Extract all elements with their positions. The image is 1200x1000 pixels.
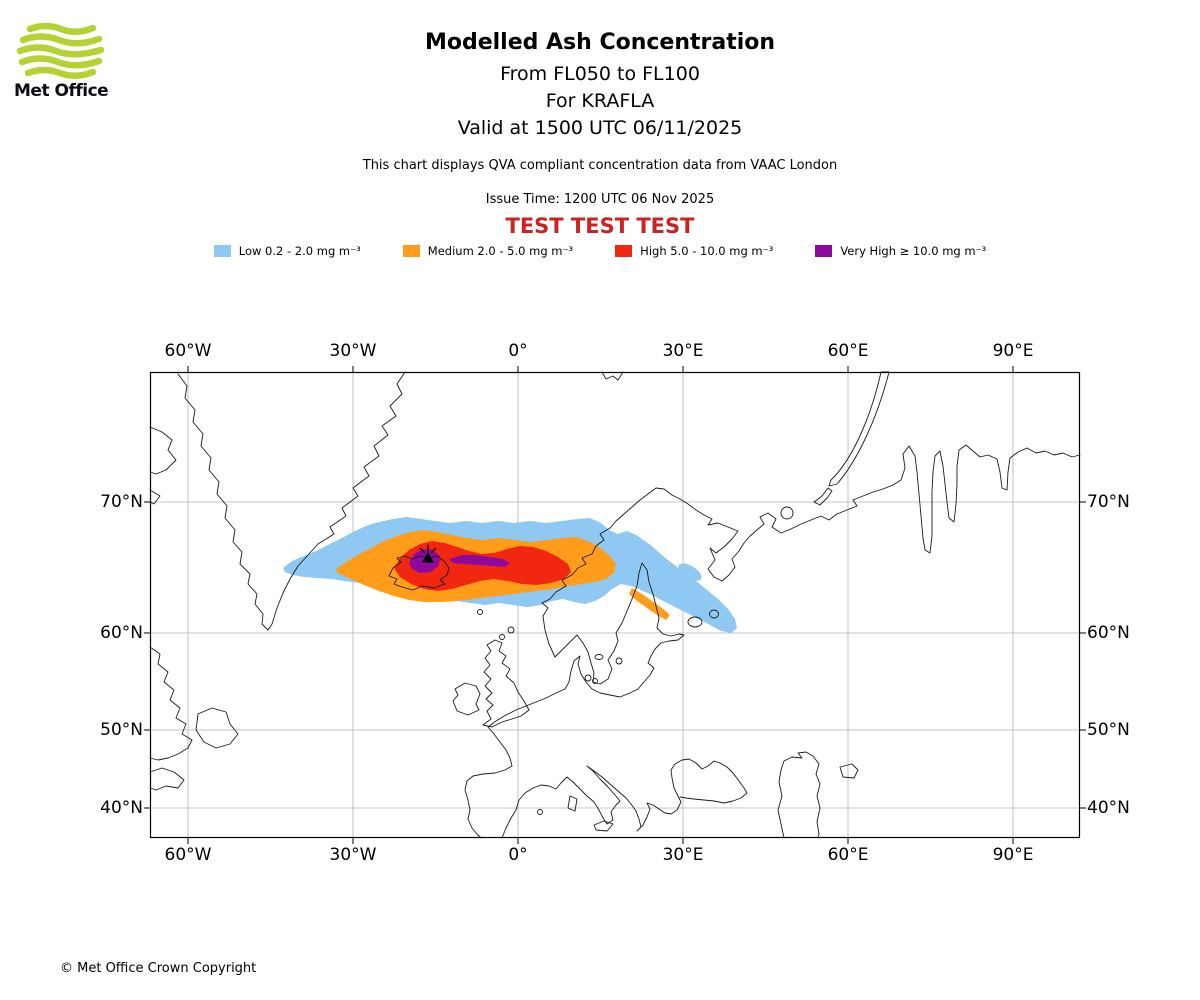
- coastline-sicily: [593, 820, 614, 832]
- copyright-notice: © Met Office Crown Copyright: [60, 961, 257, 976]
- coastline-funen: [592, 678, 598, 684]
- met-office-logo: Met Office: [14, 22, 114, 101]
- x-tick-top-0: 0°: [508, 341, 528, 361]
- x-tick-top-90e: 90°E: [992, 341, 1034, 361]
- x-tick-top-60e: 60°E: [827, 341, 869, 361]
- coastline-orkney: [499, 634, 505, 640]
- legend-swatch-medium: [402, 245, 420, 257]
- volcano-marker: [419, 545, 437, 563]
- lake-ladoga: [687, 616, 703, 628]
- subtitle-volcano: For KRAFLA: [545, 90, 655, 112]
- ash-high-polygon: [394, 541, 571, 591]
- qva-description: This chart displays QVA compliant concen…: [362, 158, 838, 173]
- coastline-ireland: [452, 682, 481, 716]
- legend-item-medium: Medium 2.0 - 5.0 mg m⁻³: [402, 244, 574, 258]
- coastline-faroe-islands: [477, 609, 483, 615]
- y-tick-right-40n: 40°N: [1087, 798, 1130, 818]
- concentration-legend: Low 0.2 - 2.0 mg m⁻³ Medium 2.0 - 5.0 mg…: [0, 244, 1200, 258]
- coastline-mediterranean: [501, 758, 748, 839]
- ash-plume-layers: [283, 517, 737, 633]
- coastline-gotland: [615, 657, 623, 665]
- legend-item-low: Low 0.2 - 2.0 mg m⁻³: [213, 244, 361, 258]
- y-tick-right-70n: 70°N: [1087, 492, 1130, 512]
- coastline-baltic-europe: [464, 562, 685, 839]
- coastline-svalbard-tip: [601, 371, 624, 381]
- met-office-logo-waves-icon: [16, 22, 105, 79]
- x-tick-bottom-60w: 60°W: [164, 845, 212, 865]
- coastline-caspian: [777, 751, 821, 839]
- coastline-iceland: [388, 555, 450, 591]
- lake-onega: [709, 609, 719, 619]
- legend-label-low: Low 0.2 - 2.0 mg m⁻³: [238, 244, 361, 258]
- coastline-kolguyev: [780, 506, 794, 520]
- met-office-logo-text: Met Office: [14, 81, 109, 101]
- coastline-great-britain: [482, 639, 530, 728]
- coastline-novaya-zemlya: [828, 371, 890, 487]
- coastline-newfoundland: [195, 707, 239, 749]
- coastline-sardinia: [567, 795, 578, 812]
- coastline-mallorca: [537, 809, 543, 815]
- legend-swatch-low: [213, 245, 231, 257]
- y-tick-right-60n: 60°N: [1087, 623, 1130, 643]
- graticule-grid: [150, 372, 1080, 838]
- y-tick-left-70n: 70°N: [100, 492, 143, 512]
- coastline-nova-scotia: [149, 767, 185, 791]
- legend-label-medium: Medium 2.0 - 5.0 mg m⁻³: [427, 244, 574, 258]
- x-tick-top-30e: 30°E: [662, 341, 704, 361]
- y-tick-left-40n: 40°N: [100, 798, 143, 818]
- issue-time: Issue Time: 1200 UTC 06 Nov 2025: [485, 192, 715, 207]
- subtitle-valid-time: Valid at 1500 UTC 06/11/2025: [457, 117, 743, 139]
- x-tick-bottom-90e: 90°E: [992, 845, 1034, 865]
- map-panel: [144, 366, 1086, 844]
- legend-label-high: High 5.0 - 10.0 mg m⁻³: [640, 244, 774, 258]
- coastline-canadian-arctic: [149, 426, 177, 475]
- test-banner: TEST TEST TEST: [505, 214, 695, 238]
- x-tick-bottom-0: 0°: [508, 845, 528, 865]
- coastlines: [149, 371, 1081, 839]
- coastline-scandinavia-russia: [541, 444, 1081, 658]
- map-canvas: [144, 366, 1086, 844]
- y-tick-left-50n: 50°N: [100, 720, 143, 740]
- x-tick-bottom-30w: 30°W: [329, 845, 377, 865]
- subtitle-flight-levels: From FL050 to FL100: [500, 63, 700, 85]
- x-tick-top-60w: 60°W: [164, 341, 212, 361]
- ash-low-patch-north: [635, 541, 653, 551]
- y-tick-left-60n: 60°N: [100, 623, 143, 643]
- lake-vanern: [594, 654, 604, 660]
- legend-swatch-high: [615, 245, 633, 257]
- ash-low-patch-east: [678, 563, 702, 581]
- x-tick-top-30w: 30°W: [329, 341, 377, 361]
- x-tick-bottom-30e: 30°E: [662, 845, 704, 865]
- legend-label-very-high: Very High ≥ 10.0 mg m⁻³: [840, 244, 987, 258]
- legend-item-very-high: Very High ≥ 10.0 mg m⁻³: [815, 244, 986, 258]
- axis-ticks: [144, 366, 1086, 844]
- coastline-vaygach: [813, 487, 833, 506]
- legend-item-high: High 5.0 - 10.0 mg m⁻³: [615, 244, 773, 258]
- ash-very-high-polygon-east: [449, 555, 510, 567]
- legend-swatch-very-high: [815, 245, 833, 257]
- coastline-shetland: [507, 626, 515, 634]
- coastline-baffin-fragment: [149, 489, 161, 505]
- x-tick-bottom-60e: 60°E: [827, 845, 869, 865]
- ash-medium-patch-southeast: [629, 588, 670, 620]
- coastline-zealand: [584, 674, 592, 682]
- coastline-greenland: [177, 371, 406, 631]
- map-frame: [149, 371, 1081, 839]
- coastline-labrador: [149, 646, 193, 761]
- coastline-aral: [839, 763, 859, 779]
- page-title: Modelled Ash Concentration: [424, 30, 776, 55]
- y-tick-right-50n: 50°N: [1087, 720, 1130, 740]
